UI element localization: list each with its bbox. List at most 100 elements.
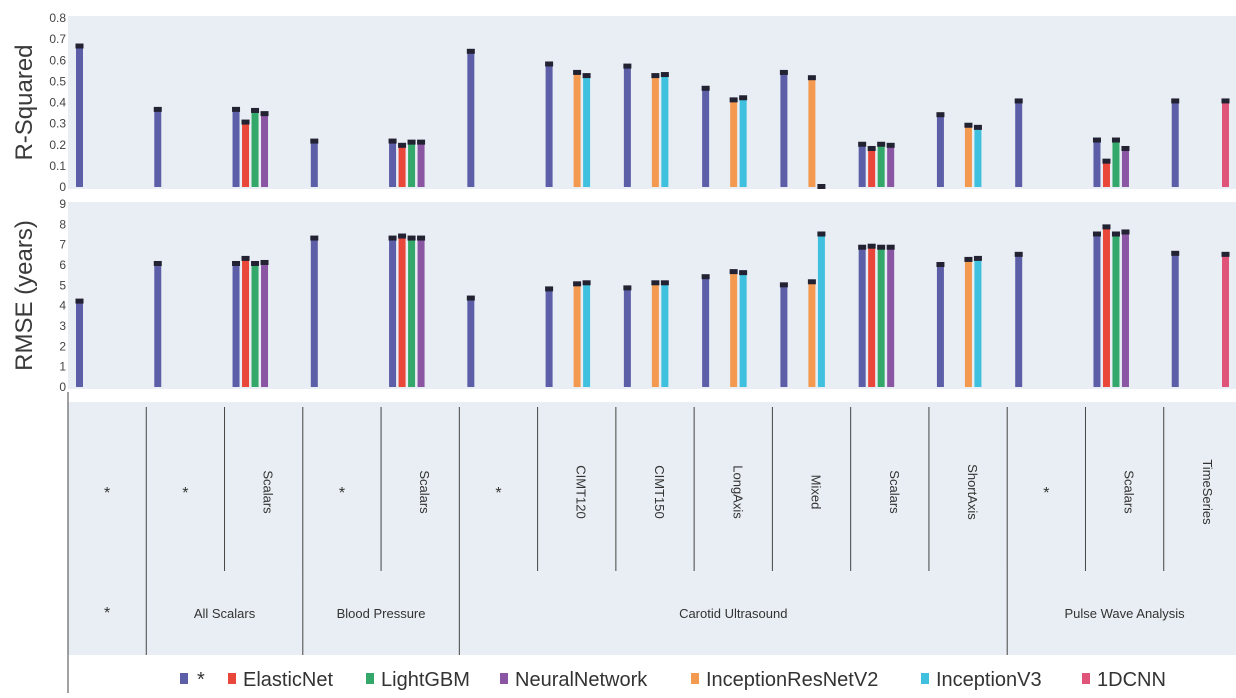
error-bar: [545, 286, 554, 292]
error-bar: [1102, 158, 1111, 164]
bar: [389, 141, 397, 187]
error-bar: [651, 73, 660, 79]
bar: [1093, 234, 1101, 387]
error-bar: [573, 69, 582, 75]
bar: [251, 110, 259, 187]
bar: [242, 122, 250, 187]
error-bar: [417, 139, 426, 145]
bar: [730, 100, 738, 187]
y-tick-label: 2: [59, 339, 66, 353]
error-bar: [1121, 145, 1130, 151]
bar: [964, 259, 972, 387]
bar: [808, 282, 816, 387]
legend-label: ElasticNet: [243, 669, 333, 691]
error-bar: [936, 112, 945, 118]
legend-label: 1DCNN: [1097, 669, 1166, 691]
bar: [545, 289, 553, 387]
legend-label: *: [197, 669, 205, 691]
bar: [661, 75, 669, 187]
bar: [154, 263, 162, 387]
error-bar: [701, 85, 710, 91]
y-tick-label: 0.2: [49, 138, 66, 152]
bar: [310, 141, 318, 187]
bar: [242, 258, 250, 387]
bar: [730, 272, 738, 387]
error-bar: [807, 75, 816, 81]
top-category-label: Scalars: [261, 470, 276, 514]
error-bar: [251, 107, 260, 113]
error-bar: [310, 235, 319, 241]
y-tick-label: 7: [59, 238, 66, 252]
error-bar: [75, 43, 84, 49]
error-bar: [545, 61, 554, 67]
bottom-category-label: Pulse Wave Analysis: [1065, 606, 1186, 621]
top-category-label: Mixed: [809, 475, 824, 510]
bar: [974, 258, 982, 387]
top-category-label: Scalars: [887, 470, 902, 514]
bar: [1222, 254, 1229, 387]
top-category-label: LongAxis: [730, 465, 745, 519]
top-category-label: CIMT120: [574, 465, 589, 518]
y-axis-title: RMSE (years): [11, 220, 38, 371]
y-tick-label: 0: [59, 180, 66, 194]
error-bar: [1111, 231, 1120, 237]
error-bar: [623, 63, 632, 69]
error-bar: [973, 255, 982, 261]
top-category-label: TimeSeries: [1200, 459, 1215, 525]
top-category-label: Scalars: [417, 470, 432, 514]
bar: [936, 265, 944, 387]
bar: [76, 301, 83, 387]
top-category-label: ShortAxis: [965, 464, 980, 520]
error-bar: [1092, 231, 1101, 237]
bar: [573, 284, 581, 387]
legend-swatch: [691, 673, 699, 684]
error-bar: [877, 244, 886, 250]
error-bar: [964, 256, 973, 262]
bar: [310, 238, 318, 387]
error-bar: [651, 280, 660, 286]
bar: [964, 125, 972, 187]
error-bar: [1102, 224, 1111, 230]
error-bar: [582, 280, 591, 286]
bar: [858, 144, 866, 187]
error-bar: [867, 145, 876, 151]
error-bar: [1221, 98, 1230, 104]
bar: [868, 246, 876, 387]
error-bar: [1221, 251, 1230, 257]
bar: [1112, 234, 1120, 387]
top-category-label: *: [182, 485, 188, 502]
error-bar: [573, 281, 582, 287]
bar: [780, 285, 788, 387]
y-tick-label: 1: [59, 360, 66, 374]
bar: [1121, 148, 1129, 187]
error-bar: [232, 260, 241, 266]
bar: [251, 263, 259, 387]
bottom-category-label: *: [104, 605, 110, 622]
y-tick-label: 0.8: [49, 11, 66, 25]
error-bar: [260, 111, 269, 117]
error-bar: [388, 138, 397, 144]
bar: [739, 273, 747, 387]
error-bar: [936, 262, 945, 267]
legend-swatch: [180, 673, 188, 684]
bar: [1121, 232, 1129, 387]
y-tick-label: 8: [59, 217, 66, 231]
error-bar: [251, 260, 260, 266]
error-bar: [867, 243, 876, 249]
error-bar: [964, 122, 973, 128]
y-tick-label: 4: [59, 299, 66, 313]
error-bar: [407, 139, 416, 145]
bar: [858, 247, 866, 387]
legend: * ElasticNet LightGBM NeuralNetwork Inceptio…: [180, 669, 1166, 691]
error-bar: [417, 235, 426, 241]
error-bar: [75, 298, 84, 304]
legend-label: NeuralNetwork: [515, 669, 648, 691]
error-bar: [739, 270, 748, 276]
error-bar: [260, 259, 269, 265]
bar: [408, 142, 416, 187]
error-bar: [623, 285, 632, 291]
bar: [1171, 253, 1179, 387]
bar: [232, 109, 240, 187]
error-bar: [1014, 251, 1023, 257]
